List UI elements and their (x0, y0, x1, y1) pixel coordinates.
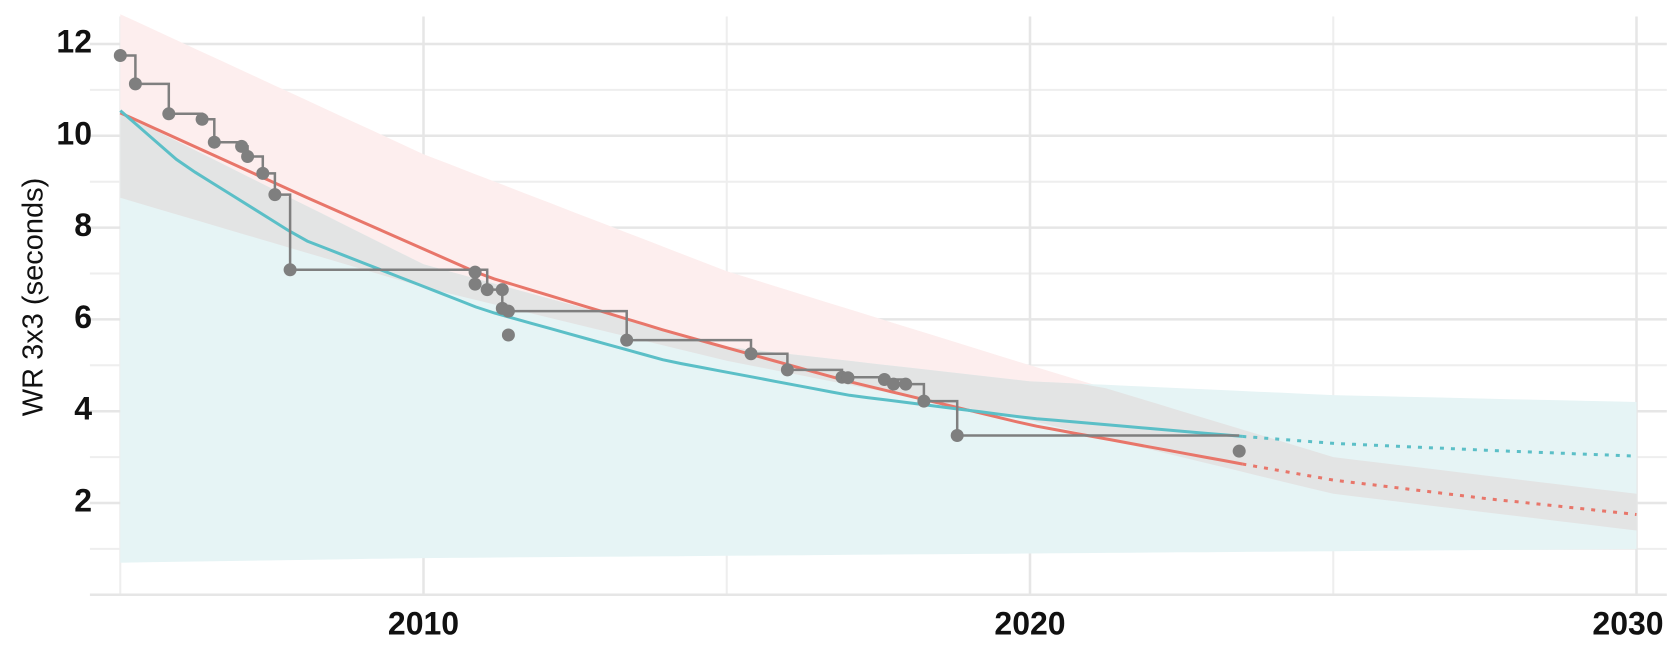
record-point (744, 347, 758, 361)
record-point (283, 263, 297, 277)
record-point (887, 377, 900, 391)
x-tick-label: 2020 (994, 605, 1065, 641)
record-point (268, 188, 282, 202)
record-point (113, 49, 127, 62)
record-point (241, 150, 255, 163)
record-point (841, 371, 855, 385)
record-point (950, 429, 964, 442)
record-point (917, 394, 931, 408)
y-tick-label: 4 (74, 391, 92, 427)
record-point (620, 333, 634, 347)
overlap-confidence-band (120, 112, 1637, 531)
red-forecast-line (1242, 462, 1637, 516)
record-point (780, 363, 794, 377)
record-point (256, 166, 270, 180)
record-point (501, 328, 515, 342)
record-point (495, 283, 509, 297)
fit-lines (119, 109, 1637, 516)
y-tick-label: 8 (74, 207, 92, 243)
record-point (207, 135, 221, 149)
teal-fit-line (119, 109, 1243, 438)
record-point (480, 283, 494, 297)
y-tick-label: 10 (56, 115, 92, 151)
red-fit-line (119, 111, 1243, 466)
x-tick-label: 2030 (1592, 605, 1663, 641)
world-records (113, 49, 1246, 458)
record-point (162, 107, 176, 121)
record-point (501, 304, 515, 318)
record-point (195, 112, 209, 126)
x-tick-label: 2010 (388, 605, 459, 641)
tick-labels: 2 4 6 8 10 12 2010 2020 2030 (56, 23, 1663, 641)
y-tick-label: 12 (56, 23, 92, 59)
record-point (128, 77, 142, 91)
y-axis-title: WR 3x3 (seconds) (18, 178, 50, 417)
confidence-bands (120, 14, 1637, 563)
y-tick-label: 6 (74, 299, 92, 335)
record-point (1232, 444, 1246, 458)
record-point (468, 265, 482, 279)
y-tick-label: 2 (74, 482, 92, 518)
record-point (899, 377, 913, 391)
record-point (235, 139, 249, 153)
record-point (468, 277, 482, 291)
